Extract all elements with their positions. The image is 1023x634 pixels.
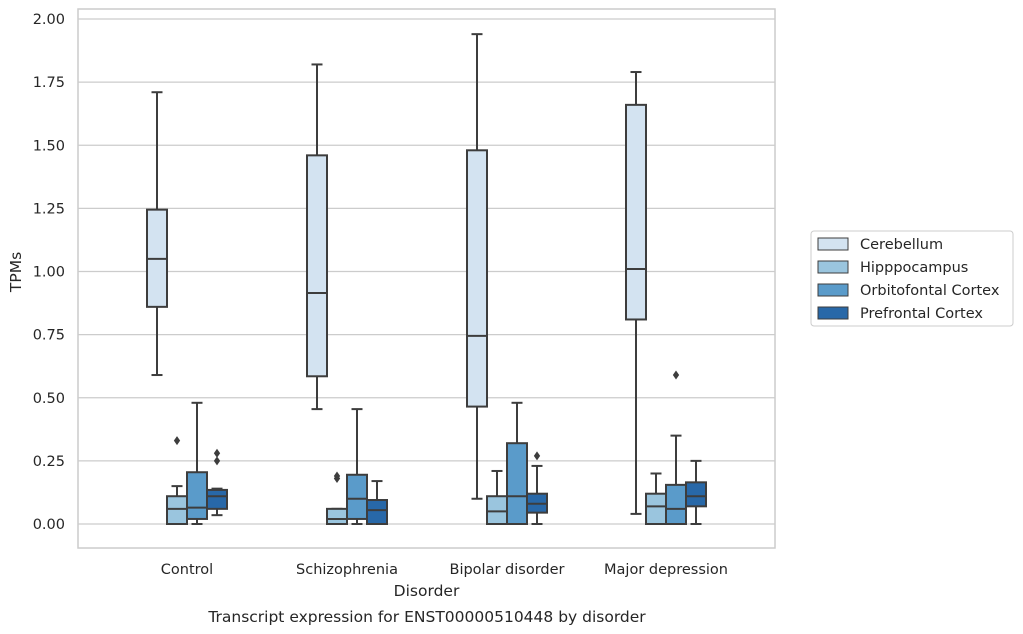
legend-swatch <box>817 306 849 320</box>
box-iqr <box>506 442 528 526</box>
legend-swatch <box>817 283 849 297</box>
box-orbitofontal-cortex-3 <box>506 401 528 526</box>
box-iqr <box>685 481 707 508</box>
outlier-point <box>213 448 221 458</box>
box-iqr <box>346 473 368 520</box>
y-tick-label: 1.00 <box>33 265 65 281</box>
box-cerebellum-2 <box>306 63 328 411</box>
box-iqr <box>625 103 647 321</box>
box-orbitofontal-cortex-4 <box>665 370 687 525</box>
legend-label: Prefrontal Cortex <box>860 306 983 322</box>
box-hipppocampus-3 <box>486 469 508 526</box>
box-orbitofontal-cortex-1 <box>186 401 208 525</box>
y-tick-label: 0.75 <box>33 328 65 344</box>
y-axis-label: TPMs <box>7 252 25 293</box>
outlier-point <box>173 436 181 446</box>
box-cerebellum-3 <box>466 33 488 500</box>
box-iqr <box>186 471 208 520</box>
box-cerebellum-4 <box>625 71 647 515</box>
legend-label: Cerebellum <box>860 237 943 253</box>
y-axis-ticks: 0.00 0.25 0.50 0.75 1.00 1.25 1.50 1.75 2.00 <box>33 12 65 533</box>
outlier-point <box>333 471 341 481</box>
x-tick-label: Bipolar disorder <box>450 562 565 578</box>
gridlines <box>78 18 775 525</box>
box-hipppocampus-4 <box>645 472 667 526</box>
plot-area <box>146 33 707 526</box>
legend: Cerebellum Hipppocampus Orbitofontal Corte… <box>810 230 1014 327</box>
legend-swatch <box>817 260 849 274</box>
y-tick-label: 0.00 <box>33 517 65 533</box>
plot-frame <box>77 8 776 549</box>
chart-caption: Transcript expression for ENST0000051044… <box>207 608 646 626</box>
box-iqr <box>645 492 667 526</box>
y-tick-label: 1.75 <box>33 75 65 91</box>
box-prefrontal-cortex-3 <box>526 451 548 525</box>
y-tick-label: 0.50 <box>33 391 65 407</box>
box-iqr <box>326 507 348 526</box>
x-tick-label: Schizophrenia <box>296 562 398 578</box>
y-tick-label: 1.25 <box>33 201 65 217</box>
box-hipppocampus-1 <box>166 436 188 526</box>
box-hipppocampus-2 <box>326 471 348 526</box>
box-iqr <box>466 149 488 408</box>
y-tick-label: 1.50 <box>33 138 65 154</box>
legend-frame <box>810 230 1014 327</box>
legend-label: Hipppocampus <box>860 260 968 276</box>
outlier-point <box>213 456 221 466</box>
outlier-point <box>533 451 541 461</box>
box-orbitofontal-cortex-2 <box>346 408 368 525</box>
x-axis-label: Disorder <box>394 582 460 600</box>
y-tick-label: 0.25 <box>33 454 65 470</box>
x-axis-ticks: Control Schizophrenia Bipolar disorder Majo… <box>161 562 728 578</box>
x-tick-label: Major depression <box>604 562 728 578</box>
box-prefrontal-cortex-1 <box>206 448 228 517</box>
box-iqr <box>366 499 388 526</box>
box-cerebellum-1 <box>146 91 168 377</box>
legend-swatch <box>817 237 849 251</box>
box-iqr <box>486 495 508 526</box>
box-prefrontal-cortex-2 <box>366 480 388 526</box>
y-tick-label: 2.00 <box>33 12 65 28</box>
box-iqr <box>166 495 188 526</box>
x-tick-label: Control <box>161 562 213 578</box>
box-iqr <box>665 483 687 525</box>
box-prefrontal-cortex-4 <box>685 459 707 525</box>
legend-label: Orbitofontal Cortex <box>860 283 1000 299</box>
box-iqr <box>206 488 228 510</box>
outlier-point <box>672 370 680 380</box>
box-iqr <box>306 154 328 378</box>
